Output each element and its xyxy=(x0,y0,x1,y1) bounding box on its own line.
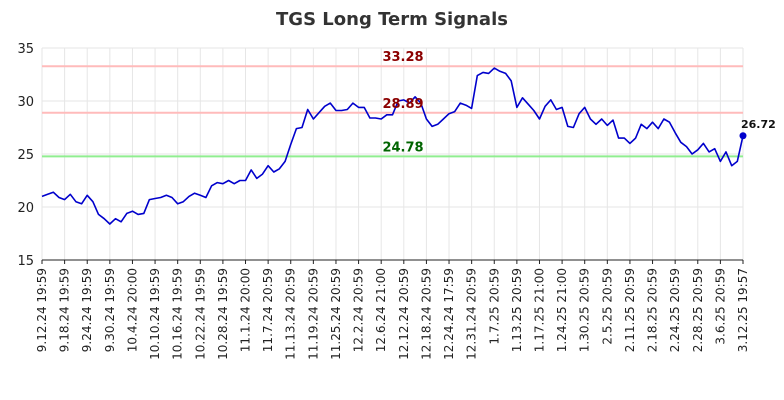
x-tick-label: 1.30.25 20:59 xyxy=(578,268,592,352)
series-layer xyxy=(41,67,747,225)
axes: 15 20 25 30 35 9.12.24 19:59 9.18.24 19:59 9.24… xyxy=(17,42,750,360)
y-tick-label: 15 xyxy=(17,254,34,269)
last-value-label: 26.72 xyxy=(741,118,776,131)
x-tick-label: 1.24.25 21:00 xyxy=(555,268,569,352)
reference-line-label: 24.78 xyxy=(382,140,423,155)
x-tick-label: 2.11.25 20:59 xyxy=(623,268,637,352)
x-tick-label: 11.25.24 20:59 xyxy=(329,268,343,360)
x-tick-label: 2.18.25 20:59 xyxy=(646,268,660,352)
x-tick-label: 2.5.25 20:59 xyxy=(600,268,614,345)
y-tick-label: 25 xyxy=(17,148,34,163)
x-tick-label: 1.17.25 21:00 xyxy=(532,268,546,352)
grid xyxy=(41,47,744,260)
x-tick-label: 9.30.24 19:59 xyxy=(103,268,117,352)
x-tick-label: 12.18.24 20:59 xyxy=(419,268,433,360)
last-value-marker xyxy=(739,132,747,140)
x-tick-label: 2.28.25 20:59 xyxy=(691,268,705,352)
x-tick-label: 9.18.24 19:59 xyxy=(58,268,72,352)
x-tick-label: 1.7.25 20:59 xyxy=(487,268,501,345)
x-tick-label: 12.2.24 20:59 xyxy=(352,268,366,352)
y-tick-label: 20 xyxy=(17,201,34,216)
x-tick-label: 3.6.25 20:59 xyxy=(713,268,727,345)
x-tick-label: 11.13.24 20:59 xyxy=(284,268,298,360)
x-tick-label: 1.13.25 20:59 xyxy=(510,268,524,352)
x-tick-label: 12.31.24 20:59 xyxy=(465,268,479,360)
x-tick-label: 2.24.25 20:59 xyxy=(668,268,682,352)
x-tick-label: 10.4.24 20:00 xyxy=(125,268,139,352)
x-tick-label: 12.6.24 21:00 xyxy=(374,268,388,352)
labels: 33.28 28.89 24.78 26.72 xyxy=(382,50,775,155)
price-series-line xyxy=(41,67,744,225)
x-tick-label: 11.7.24 20:59 xyxy=(261,268,275,352)
y-tick-label: 35 xyxy=(17,42,34,57)
x-tick-label: 9.24.24 19:59 xyxy=(80,268,94,352)
x-tick-label: 10.22.24 19:59 xyxy=(193,268,207,360)
x-tick-label: 10.10.24 19:59 xyxy=(148,268,162,360)
x-tick-label: 3.12.25 19:57 xyxy=(736,268,750,352)
x-tick-label: 11.1.24 20:00 xyxy=(239,268,253,352)
reference-line-label: 33.28 xyxy=(382,50,423,65)
x-tick-label: 9.12.24 19:59 xyxy=(35,268,49,352)
chart-title: TGS Long Term Signals xyxy=(276,9,508,30)
x-tick-label: 10.16.24 19:59 xyxy=(171,268,185,360)
x-tick-label: 11.19.24 20:59 xyxy=(306,268,320,360)
x-tick-label: 12.24.24 17:59 xyxy=(442,268,456,360)
x-tick-label: 10.28.24 19:59 xyxy=(216,268,230,360)
y-tick-label: 30 xyxy=(17,95,34,110)
x-tick-label: 12.12.24 20:59 xyxy=(397,268,411,360)
reference-line-label: 28.89 xyxy=(382,97,423,112)
